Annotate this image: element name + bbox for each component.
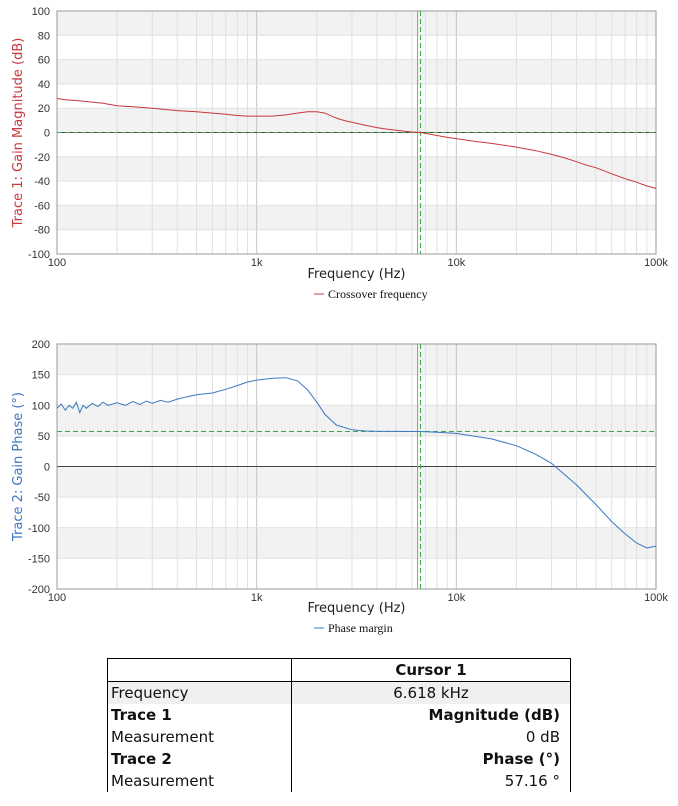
y-tick-label: 80 xyxy=(38,30,50,42)
grid-band xyxy=(57,466,656,498)
legend-label: Phase margin xyxy=(328,621,393,635)
y-tick-label: 150 xyxy=(32,370,50,382)
row-value: 57.16 ° xyxy=(291,770,571,792)
y-tick-label: -80 xyxy=(34,225,50,237)
grid-band xyxy=(57,11,656,36)
row-value: 0 dB xyxy=(291,726,571,748)
legend-label: Crossover frequency xyxy=(328,287,428,301)
grid-band xyxy=(57,205,656,230)
grid-band xyxy=(57,344,656,375)
y-tick-label: -50 xyxy=(34,492,50,504)
y-tick-label: 0 xyxy=(44,462,50,474)
row-value: 6.618 kHz xyxy=(291,681,571,704)
cursor-table-row: Trace 2 Phase (°) xyxy=(107,748,571,770)
y-tick-label: 0 xyxy=(44,128,50,140)
y-tick-label: 60 xyxy=(38,55,50,67)
grid-band xyxy=(57,156,656,182)
row-label: Measurement xyxy=(107,770,292,792)
y-tick-label: 20 xyxy=(38,103,50,115)
cursor-table-row: Frequency 6.618 kHz xyxy=(107,681,571,704)
y-axis-title: Trace 1: Gain Magnitude (dB) xyxy=(11,38,26,229)
row-label: Frequency xyxy=(107,681,292,704)
x-tick-label: 1k xyxy=(251,257,263,269)
cursor-table-header: Cursor 1 xyxy=(291,658,571,682)
row-label: Measurement xyxy=(107,726,292,748)
x-tick-label: 100 xyxy=(48,257,66,269)
cursor-table-header-blank xyxy=(107,658,292,682)
x-tick-label: 100k xyxy=(644,592,668,604)
y-tick-label: -60 xyxy=(34,200,50,212)
x-tick-label: 10k xyxy=(447,257,465,269)
y-tick-label: -100 xyxy=(28,523,50,535)
grid-band xyxy=(57,405,656,436)
y-tick-label: -20 xyxy=(34,152,50,164)
series-line xyxy=(56,98,657,189)
cursor-table-row: Trace 1 Magnitude (dB) xyxy=(107,704,571,726)
y-tick-label: -40 xyxy=(34,176,50,188)
y-tick-label: 100 xyxy=(32,400,50,412)
x-tick-label: 100 xyxy=(48,592,66,604)
y-tick-label: 100 xyxy=(32,6,50,18)
y-tick-label: 50 xyxy=(38,431,50,443)
cursor-table-row: Measurement 57.16 ° xyxy=(107,770,571,792)
x-axis-title: Frequency (Hz) xyxy=(307,601,405,616)
phase-chart: -200 -150 -100 -50 0 50 100 150 200 100 1k 10k 100k F… xyxy=(11,339,668,635)
row-label: Trace 2 xyxy=(107,748,292,770)
cursor-table-row: Measurement 0 dB xyxy=(107,726,571,748)
y-tick-label: -100 xyxy=(28,249,50,261)
y-axis-title: Trace 2: Gain Phase (°) xyxy=(11,392,26,542)
y-tick-label: -150 xyxy=(28,553,50,565)
y-tick-label: 40 xyxy=(38,79,50,91)
x-tick-label: 1k xyxy=(251,592,263,604)
y-tick-label: -200 xyxy=(28,584,50,596)
x-tick-label: 100k xyxy=(644,257,668,269)
magnitude-chart: -100 -80 -60 -40 -20 0 20 40 60 80 100 100 1k 10k 100k… xyxy=(11,6,668,301)
y-tick-label: 200 xyxy=(32,339,50,351)
grid-band xyxy=(57,59,656,84)
grid-band xyxy=(57,527,656,559)
series-line xyxy=(56,377,657,549)
grid-band xyxy=(57,108,656,133)
cursor-table: Cursor 1 Frequency 6.618 kHz Trace 1 Magnit… xyxy=(107,658,571,792)
cursor-table-header-row: Cursor 1 xyxy=(107,658,571,682)
x-axis-title: Frequency (Hz) xyxy=(307,267,405,282)
plot-frame xyxy=(56,343,657,590)
row-value: Phase (°) xyxy=(291,748,571,770)
x-tick-label: 10k xyxy=(447,592,465,604)
row-value: Magnitude (dB) xyxy=(291,704,571,726)
row-label: Trace 1 xyxy=(107,704,292,726)
